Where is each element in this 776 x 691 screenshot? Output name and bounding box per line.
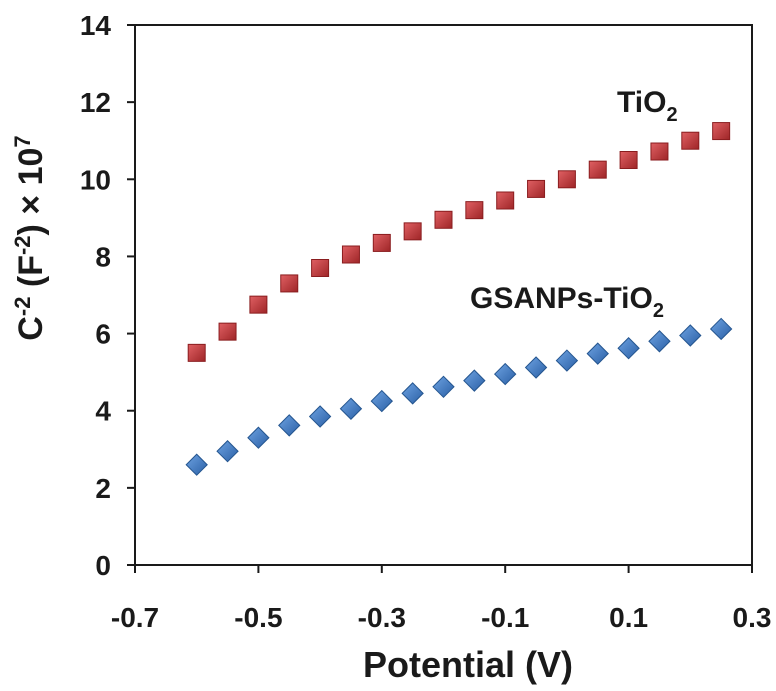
y-tick-label: 0 <box>95 550 111 581</box>
gsanps-tio2-point <box>216 440 239 463</box>
gsanps-tio2-point <box>648 330 671 353</box>
tio2-point <box>249 295 268 314</box>
tio2-point <box>557 170 576 189</box>
tio2-point <box>527 179 546 198</box>
tio2-point <box>218 322 237 341</box>
y-axis-ticks: 0 2 4 6 8 10 12 14 <box>80 10 135 581</box>
x-tick-label: -0.5 <box>234 602 282 633</box>
series-label-tio2: TiO2 <box>617 86 678 126</box>
x-tick-label: 0.3 <box>733 602 772 633</box>
y-tick-label: 14 <box>80 10 112 41</box>
y-tick-label: 8 <box>95 241 111 272</box>
y-tick-label: 6 <box>95 319 111 350</box>
gsanps-tio2-point <box>679 324 702 347</box>
gsanps-tio2-point <box>617 337 640 360</box>
gsanps-tio2-point <box>185 453 208 476</box>
y-tick-label: 10 <box>80 164 111 195</box>
x-axis-title: Potential (V) <box>363 644 573 685</box>
gsanps-tio2-point <box>524 356 548 379</box>
tio2-point <box>311 259 330 277</box>
x-tick-label: -0.1 <box>481 602 529 633</box>
tio2-point <box>465 201 484 220</box>
tio2-point <box>280 274 299 293</box>
gsanps-tio2-point <box>555 349 579 372</box>
gsanps-tio2-point <box>339 397 363 420</box>
x-tick-label: 0.1 <box>609 602 648 633</box>
tio2-point <box>650 142 669 161</box>
data-points <box>185 122 733 476</box>
gsanps-tio2-point <box>247 426 270 449</box>
tio2-point <box>372 233 391 252</box>
plot-area <box>134 24 753 566</box>
x-tick-label: -0.7 <box>111 602 159 633</box>
y-axis-title: C-2 (F-2) × 107 <box>10 135 50 340</box>
gsanps-tio2-point <box>709 317 733 341</box>
gsanps-tio2-point <box>278 414 301 437</box>
tio2-point <box>712 122 731 141</box>
gsanps-tio2-point <box>370 389 394 413</box>
gsanps-tio2-point <box>401 382 424 405</box>
gsanps-tio2-point <box>586 342 609 365</box>
tio2-point <box>187 343 206 362</box>
tio2-point <box>681 131 700 150</box>
series-label-gsanps-tio2: GSANPs-TiO2 <box>470 282 664 322</box>
x-tick-label: -0.3 <box>358 602 406 633</box>
gsanps-tio2-point <box>308 405 332 428</box>
tio2-point <box>619 151 638 169</box>
y-tick-label: 2 <box>95 473 111 504</box>
tio2-point <box>341 245 360 264</box>
gsanps-tio2-point <box>432 375 455 399</box>
tio2-point <box>434 210 453 229</box>
y-tick-label: 12 <box>80 87 111 118</box>
tio2-point <box>496 191 515 210</box>
y-tick-label: 4 <box>95 396 111 427</box>
x-axis-ticks: -0.7 -0.5 -0.3 -0.1 0.1 0.3 <box>111 565 772 633</box>
gsanps-tio2-point <box>463 369 486 392</box>
tio2-point <box>403 222 422 241</box>
tio2-point <box>588 160 607 179</box>
gsanps-tio2-point <box>493 362 517 386</box>
